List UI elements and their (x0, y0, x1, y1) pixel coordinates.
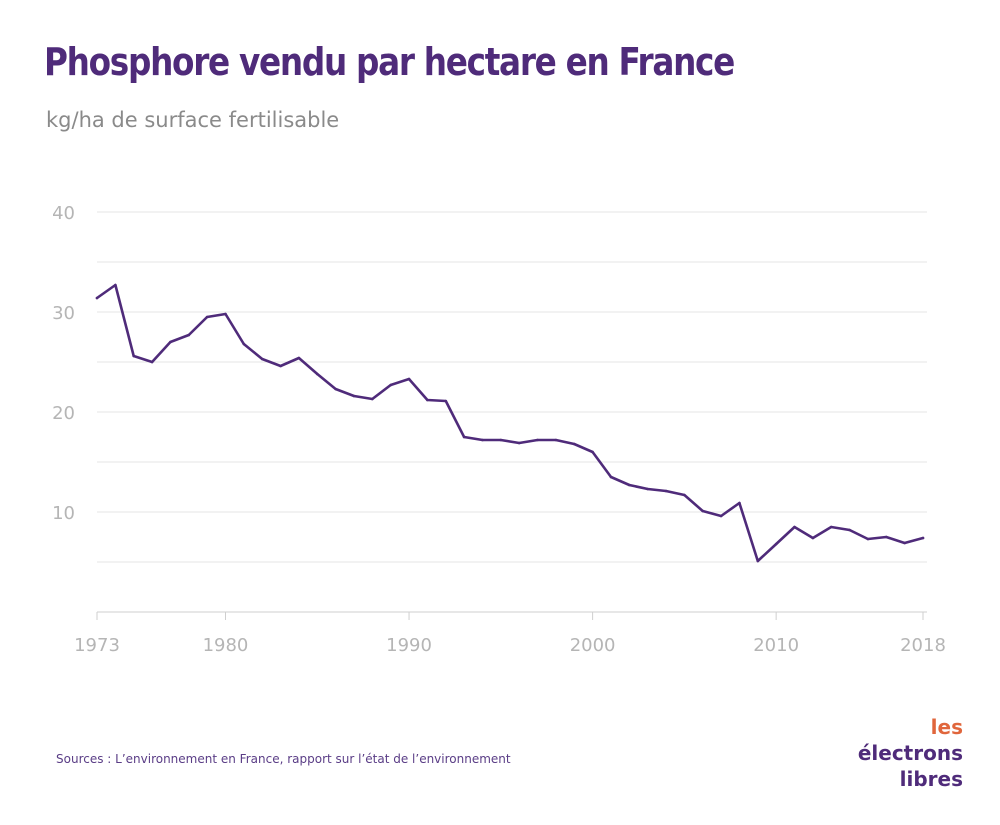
data-point (444, 399, 448, 403)
chart-title: Phosphore vendu par hectare en France (44, 40, 735, 84)
data-point (756, 559, 760, 563)
series-group (95, 283, 925, 563)
y-tick-label: 20 (52, 403, 75, 424)
gridlines (97, 211, 927, 563)
series-line (95, 283, 925, 563)
data-point (150, 360, 154, 364)
brand-logo: les électrons libres (833, 714, 963, 791)
logo-word-libres: libres (899, 767, 963, 791)
data-point (683, 493, 686, 497)
data-point (572, 442, 576, 446)
data-point (114, 283, 117, 287)
data-point (297, 356, 301, 360)
data-point (242, 342, 246, 346)
x-tick-label: 1980 (203, 635, 249, 656)
data-point (260, 357, 264, 361)
data-point (866, 537, 870, 541)
data-point (315, 372, 319, 376)
data-point (481, 438, 484, 442)
x-tick-label: 2010 (753, 635, 799, 656)
data-point (829, 525, 833, 529)
data-point (517, 441, 521, 445)
data-point (848, 528, 851, 532)
data-point (95, 296, 99, 300)
data-point (554, 438, 558, 442)
data-point (628, 483, 631, 487)
data-point (738, 501, 741, 505)
x-tick-label: 1973 (74, 635, 120, 656)
data-point (499, 438, 503, 442)
data-point (407, 377, 411, 381)
data-point (352, 394, 356, 398)
data-point (646, 487, 649, 491)
y-axis-labels: 10 20 30 40 (52, 203, 75, 524)
x-tick-label: 1990 (386, 635, 432, 656)
source-note: Sources : L’environnement en France, rap… (56, 752, 511, 766)
chart-subtitle: kg/ha de surface fertilisable (46, 108, 340, 132)
data-point (793, 525, 796, 529)
x-axis-labels: 1973 1980 1990 2000 2010 2018 (74, 612, 946, 656)
data-point (371, 397, 374, 401)
data-point (187, 333, 191, 337)
x-tick-label: 2018 (900, 635, 946, 656)
data-point (462, 435, 466, 439)
data-point (389, 383, 392, 387)
data-point (664, 489, 668, 493)
data-point (169, 340, 172, 344)
data-point (224, 312, 227, 316)
logo-word-les: les (930, 715, 963, 739)
data-point (609, 475, 613, 479)
data-point (334, 387, 337, 391)
y-tick-label: 40 (52, 203, 75, 224)
data-point (536, 438, 539, 442)
data-point (205, 315, 209, 319)
logo-word-electrons: électrons (857, 741, 963, 765)
data-point (719, 514, 723, 518)
x-tick-label: 2000 (570, 635, 616, 656)
data-point (591, 450, 594, 454)
data-point (884, 535, 888, 539)
data-point (774, 542, 778, 546)
y-tick-label: 10 (52, 503, 75, 524)
data-point (811, 536, 815, 540)
y-tick-label: 30 (52, 303, 75, 324)
data-point (426, 398, 429, 402)
data-point (701, 509, 705, 513)
data-point (921, 536, 925, 540)
data-point (132, 354, 136, 358)
data-point (903, 541, 906, 545)
data-point (279, 364, 282, 368)
